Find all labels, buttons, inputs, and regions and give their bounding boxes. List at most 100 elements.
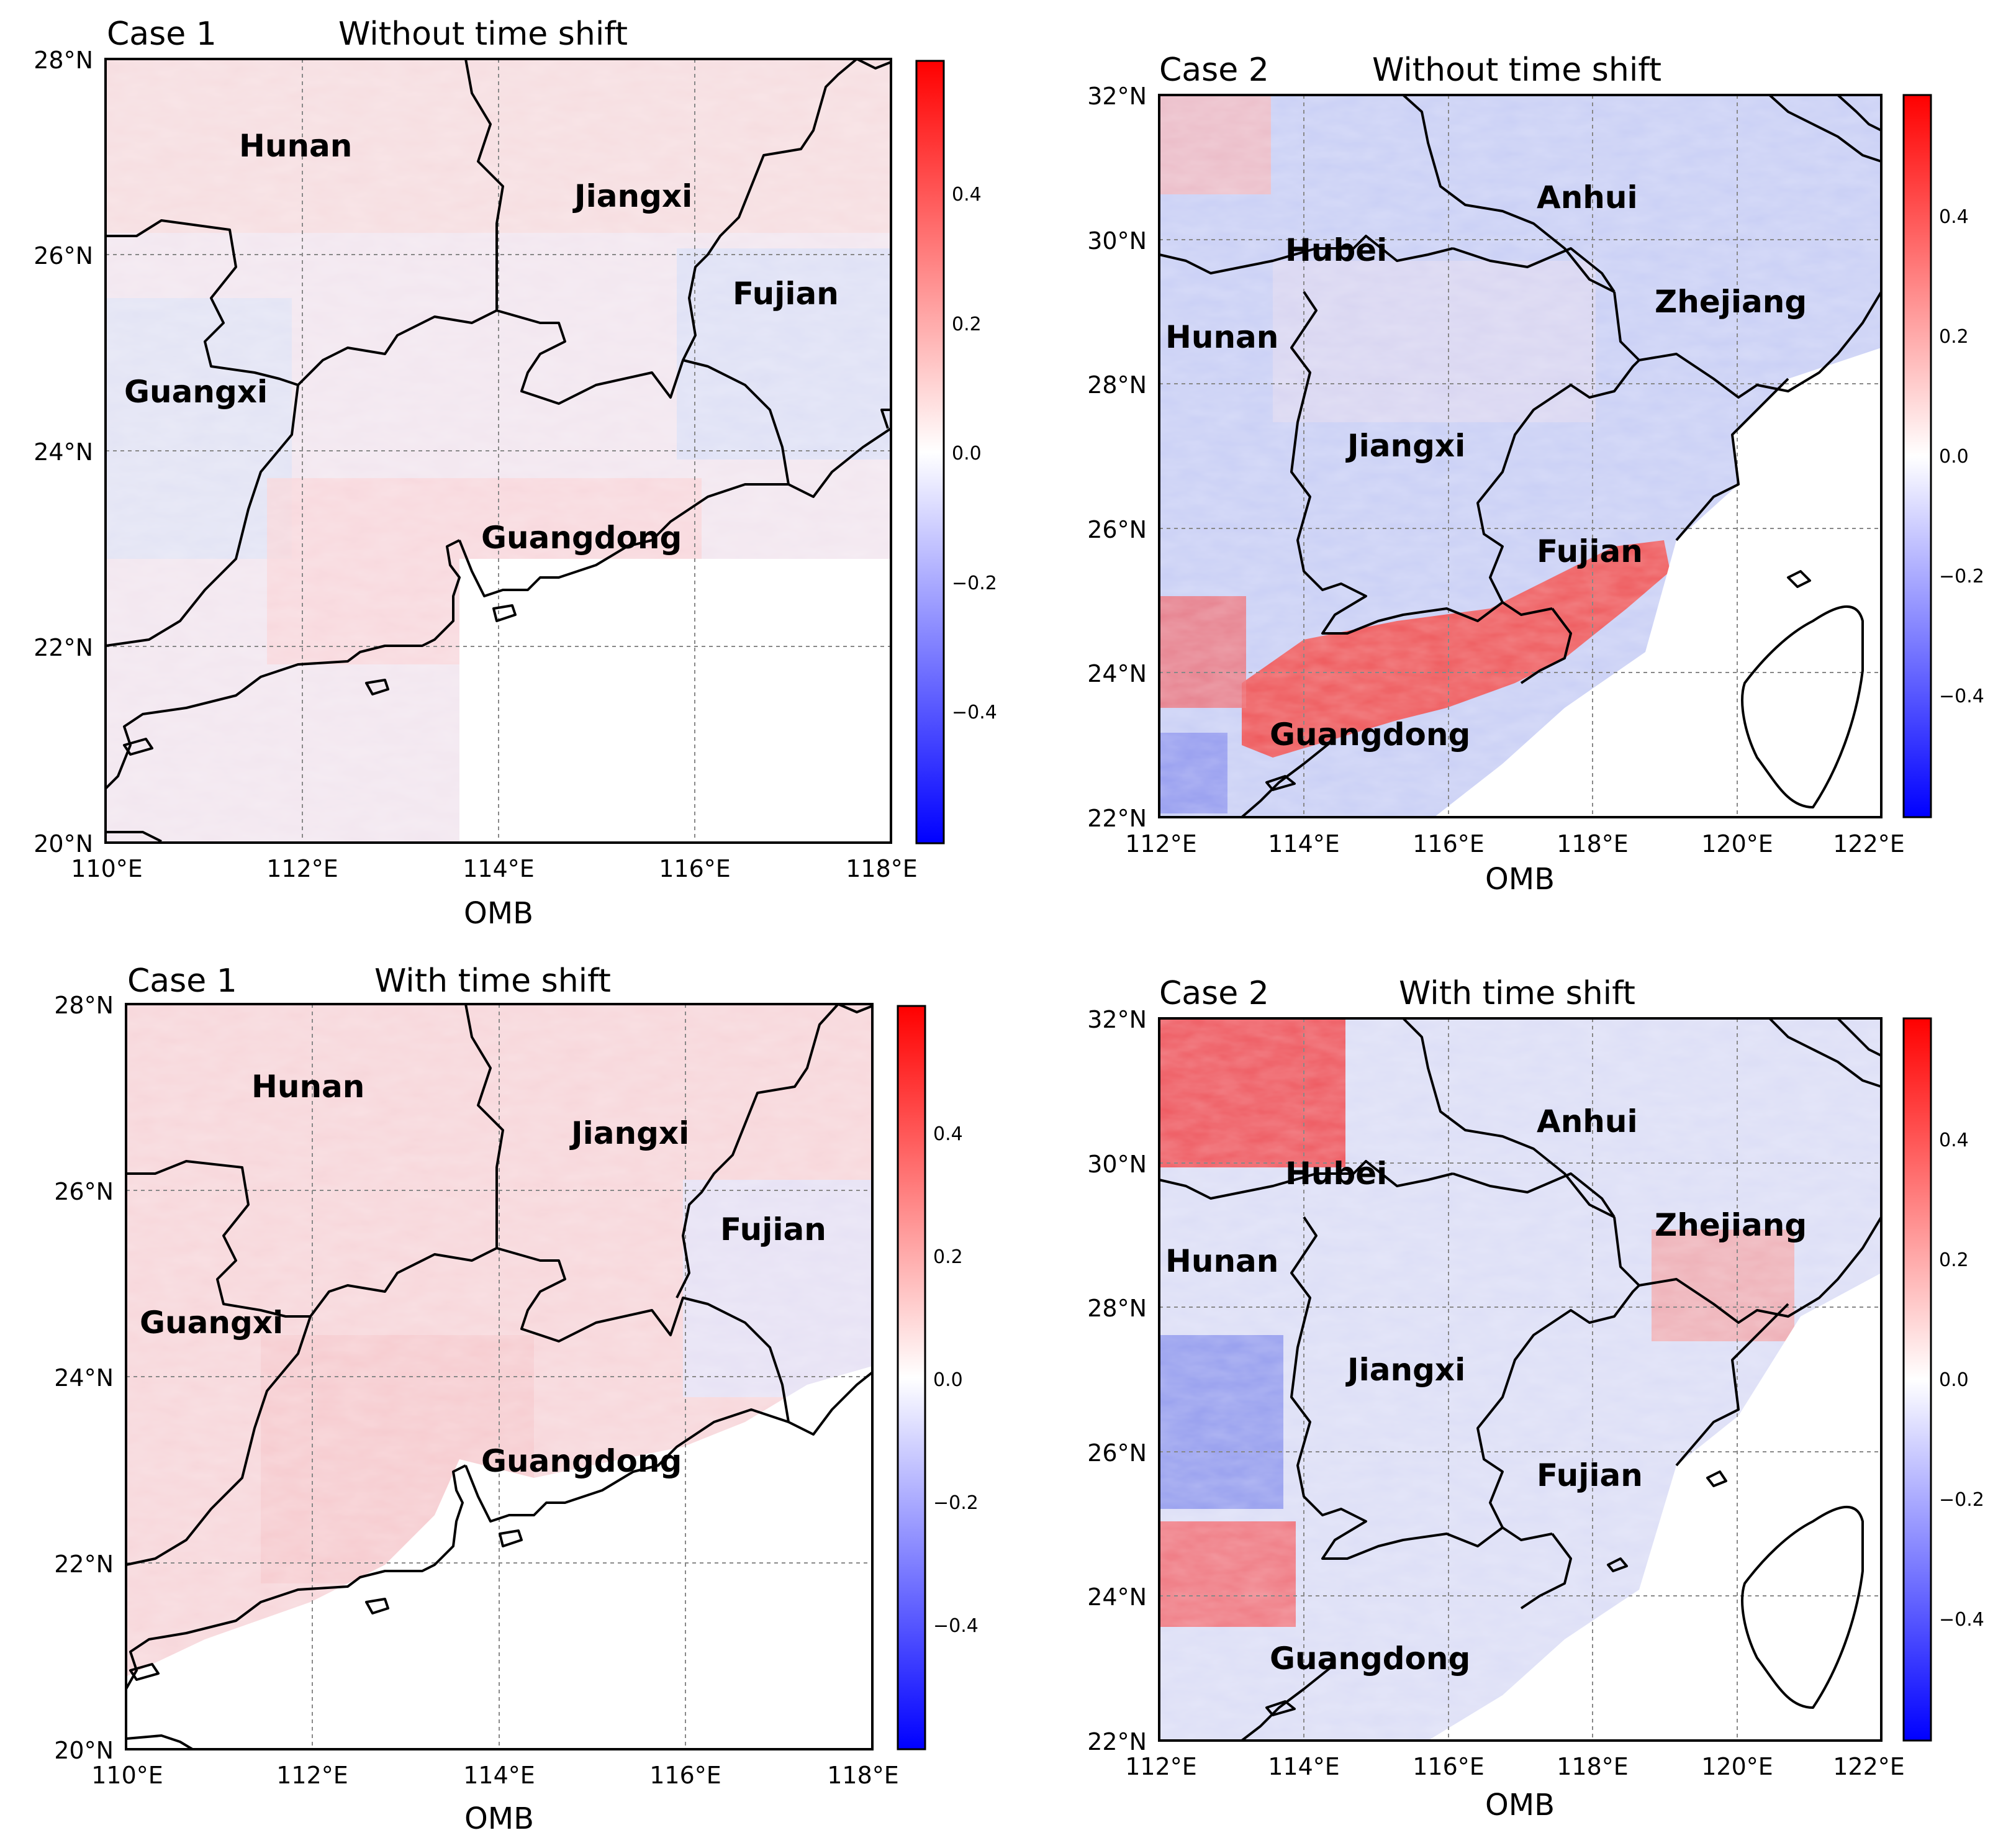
lon-tick-label: 116°E [649, 1762, 721, 1789]
lat-tick-label: 28°N [34, 47, 93, 74]
lat-tick-label: 32°N [1087, 83, 1147, 110]
lon-tick-label: 118°E [846, 855, 918, 882]
x-axis-label: OMB [464, 1801, 534, 1836]
colorbar-tick-label: 0.4 [1939, 206, 1969, 228]
lon-tick-label: 112°E [1125, 830, 1197, 858]
case-label: Case 2 [1159, 975, 1269, 1012]
colorbar-tick-label: −0.2 [952, 573, 997, 594]
lon-ticks: 110°E 112°E 114°E 116°E 118°E [91, 1762, 899, 1789]
lat-tick-label: 22°N [54, 1551, 114, 1578]
lat-tick-label: 32°N [1087, 1006, 1147, 1033]
lon-tick-label: 120°E [1701, 1753, 1773, 1780]
gridlines [1159, 95, 1881, 817]
lon-tick-label: 118°E [1557, 1753, 1629, 1780]
colorbar-tick-label: −0.4 [952, 702, 997, 723]
lat-tick-label: 26°N [34, 242, 93, 269]
lon-tick-label: 120°E [1701, 830, 1773, 858]
region-label: Hunan [239, 128, 352, 164]
lat-tick-label: 24°N [1087, 660, 1147, 687]
panel-subtitle: Without time shift [338, 16, 628, 53]
x-axis-label: OMB [464, 896, 533, 931]
region-label: Anhui [1537, 1103, 1638, 1139]
colorbar-tick-label: 0.2 [1939, 326, 1969, 348]
region-label: Fujian [1537, 1457, 1643, 1493]
panel-case1-without: Case 1 Without time shift Hunan Jiangxi … [34, 16, 997, 931]
lat-tick-label: 22°N [34, 634, 93, 661]
field-texture [1159, 95, 1881, 817]
map-frame [104, 58, 892, 844]
region-label: Jiangxi [1345, 428, 1465, 464]
case-label: Case 1 [107, 16, 217, 53]
region-label: Jiangxi [572, 178, 692, 214]
colorbar-gradient [915, 60, 945, 845]
colorbar-tick-label: −0.4 [1939, 1609, 1984, 1631]
province-borders [1159, 94, 1883, 818]
map-frame [1158, 94, 1883, 818]
lon-tick-label: 114°E [1268, 1753, 1340, 1780]
lat-tick-label: 20°N [54, 1737, 114, 1764]
region-label: Jiangxi [569, 1115, 689, 1151]
colorbar: 0.4 0.2 0.0 −0.2 −0.4 [897, 1005, 979, 1750]
lat-tick-label: 26°N [1087, 516, 1147, 543]
region-label: Guangxi [124, 374, 268, 410]
colorbar-tick-label: 0.2 [933, 1246, 963, 1268]
region-label: Hubei [1285, 1156, 1387, 1192]
province-borders [104, 58, 892, 843]
colorbar-tick-label: −0.2 [1939, 566, 1984, 587]
lon-tick-label: 114°E [1268, 830, 1340, 858]
colorbar: 0.4 0.2 0.0 −0.2 −0.4 [915, 60, 997, 845]
colorbar-tick-label: 0.4 [933, 1123, 963, 1145]
region-label: Hunan [1165, 319, 1278, 355]
panel-subtitle: With time shift [1399, 975, 1635, 1012]
lon-tick-label: 114°E [463, 1762, 535, 1789]
colorbar-tick-label: −0.2 [933, 1492, 979, 1514]
colorbar-gradient [1902, 1017, 1932, 1742]
lat-tick-label: 24°N [1087, 1583, 1147, 1611]
lon-tick-label: 116°E [1413, 830, 1485, 858]
colorbar-tick-label: 0.2 [1939, 1249, 1969, 1271]
lat-tick-label: 20°N [34, 830, 93, 858]
panel-case2-with: Case 2 With time shift Anhui Hubei Zheji… [1087, 975, 1984, 1823]
province-borders [125, 1003, 874, 1750]
panel-subtitle: With time shift [374, 962, 611, 1000]
region-label: Hunan [251, 1069, 364, 1105]
province-borders [1159, 1017, 1883, 1742]
case-label: Case 2 [1159, 52, 1269, 89]
lon-tick-label: 114°E [463, 855, 535, 882]
region-label: Hunan [1165, 1243, 1278, 1279]
lat-tick-label: 28°N [54, 992, 114, 1019]
panel-case2-without: Case 2 Without time shift Anhui Hubei Zh… [1087, 52, 1984, 897]
colorbar-tick-label: 0.4 [952, 184, 982, 206]
map-frame [1158, 1017, 1883, 1742]
region-label: Zhejiang [1655, 284, 1807, 320]
lon-tick-label: 118°E [1557, 830, 1629, 858]
colorbar: 0.4 0.2 0.0 −0.2 −0.4 [1902, 1017, 1984, 1742]
lon-ticks: 110°E 112°E 114°E 116°E 118°E [71, 855, 918, 882]
panel-subtitle: Without time shift [1372, 52, 1661, 89]
lon-tick-label: 112°E [1125, 1753, 1197, 1780]
region-label: Guangdong [481, 520, 682, 556]
lat-tick-label: 24°N [54, 1364, 114, 1392]
region-label: Guangxi [140, 1305, 283, 1341]
lon-tick-label: 122°E [1833, 1753, 1905, 1780]
colorbar-gradient [1902, 94, 1932, 818]
lat-tick-label: 22°N [1087, 1728, 1147, 1755]
lat-tick-label: 26°N [1087, 1439, 1147, 1467]
lat-tick-label: 22°N [1087, 805, 1147, 832]
region-label: Fujian [733, 276, 839, 312]
x-axis-label: OMB [1485, 862, 1555, 897]
colorbar-tick-label: −0.4 [933, 1615, 979, 1637]
lon-ticks: 112°E 114°E 116°E 118°E 120°E 122°E [1125, 1753, 1905, 1780]
lon-tick-label: 110°E [71, 855, 143, 882]
lat-tick-label: 28°N [1087, 371, 1147, 399]
region-label: Fujian [720, 1211, 826, 1248]
map-frame [125, 1003, 874, 1750]
lat-ticks: 28°N 26°N 24°N 22°N 20°N [34, 47, 93, 858]
lon-ticks: 112°E 114°E 116°E 118°E 120°E 122°E [1125, 830, 1905, 858]
lon-tick-label: 110°E [91, 1762, 163, 1789]
region-label: Hubei [1285, 232, 1387, 268]
field-texture [106, 59, 891, 843]
lat-tick-label: 28°N [1087, 1295, 1147, 1322]
colorbar-tick-label: −0.4 [1939, 686, 1984, 707]
